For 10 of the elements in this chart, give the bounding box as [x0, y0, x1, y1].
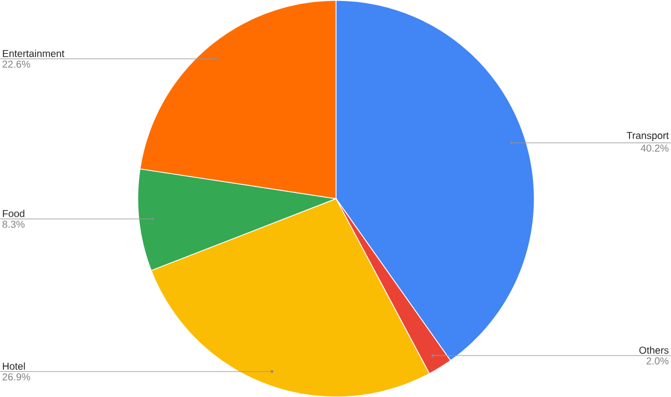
slice-label: Entertainment: [2, 50, 64, 57]
slice-label: Food: [2, 210, 24, 217]
slice-label: Others: [639, 346, 669, 354]
data-label: 8.3%: [2, 220, 25, 228]
data-label: 22.6%: [2, 60, 30, 68]
data-label: 26.9%: [2, 373, 30, 380]
data-label: 40.2%: [640, 144, 669, 152]
slice-label: Transport: [626, 132, 669, 141]
data-label: 2.0%: [646, 357, 669, 364]
slice-label: Hotel: [2, 362, 25, 370]
